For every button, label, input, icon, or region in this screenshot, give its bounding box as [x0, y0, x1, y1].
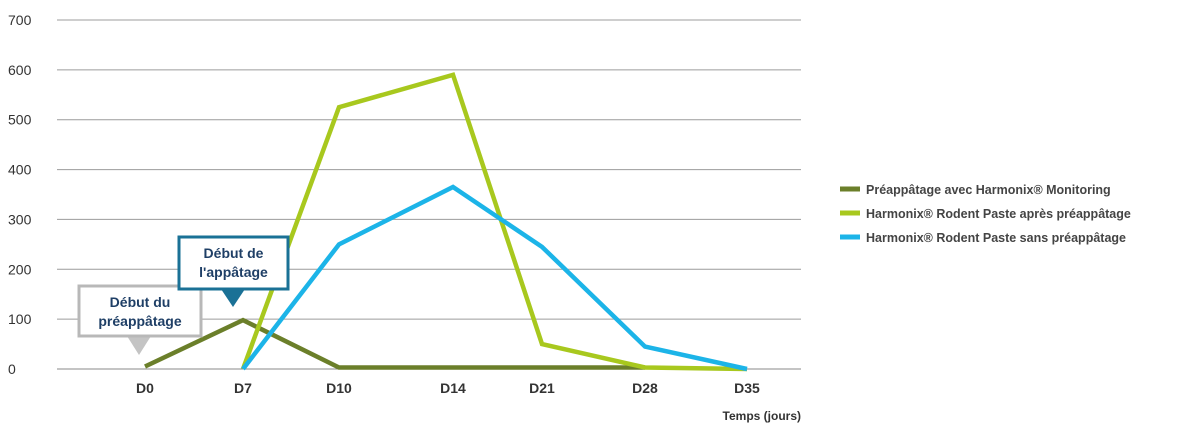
- annotation-box: [77, 284, 203, 338]
- legend-label: Préappâtage avec Harmonix® Monitoring: [866, 183, 1111, 197]
- legend: Préappâtage avec Harmonix® Monitoring Har…: [840, 183, 1131, 245]
- annotation-text: préappâtage: [98, 313, 181, 329]
- annotation-text: Début du: [110, 294, 171, 310]
- legend-item-1: Préappâtage avec Harmonix® Monitoring: [840, 183, 1111, 197]
- legend-label: Harmonix® Rodent Paste après préappâtage: [866, 207, 1131, 221]
- annotation-text: l'appâtage: [199, 264, 268, 280]
- series-line-2: [240, 72, 748, 372]
- x-axis-title: Temps (jours): [723, 409, 801, 423]
- y-axis-ticks: 0 100 200 300 400 500 600 700: [8, 12, 32, 377]
- x-tick-label: D14: [440, 380, 466, 396]
- annotation-box: [177, 235, 290, 291]
- series-line-3: [241, 184, 748, 372]
- x-tick-label: D10: [326, 380, 352, 396]
- legend-item-3: Harmonix® Rodent Paste sans préappâtage: [840, 231, 1126, 245]
- x-tick-label: D35: [734, 380, 760, 396]
- x-tick-label: D7: [234, 380, 252, 396]
- y-tick-label: 400: [8, 162, 32, 178]
- x-tick-label: D0: [136, 380, 154, 396]
- annotation-pointer: [221, 289, 245, 307]
- y-tick-label: 300: [8, 211, 32, 227]
- x-axis-ticks: D0 D7 D10 D14 D21 D28 D35: [136, 380, 760, 396]
- series-lines: [144, 72, 748, 372]
- y-tick-label: 500: [8, 112, 32, 128]
- y-tick-label: 100: [8, 311, 32, 327]
- legend-item-2: Harmonix® Rodent Paste après préappâtage: [840, 207, 1131, 221]
- y-tick-label: 200: [8, 261, 32, 277]
- annotation-1: Début du préappâtage: [77, 284, 203, 355]
- y-tick-label: 600: [8, 62, 32, 78]
- annotation-pointer: [127, 336, 151, 355]
- x-tick-label: D21: [529, 380, 555, 396]
- annotations: Début du préappâtage Début de l'appâtage: [77, 235, 290, 355]
- y-tick-label: 0: [8, 361, 16, 377]
- annotation-2: Début de l'appâtage: [177, 235, 290, 307]
- x-tick-label: D28: [632, 380, 658, 396]
- legend-label: Harmonix® Rodent Paste sans préappâtage: [866, 231, 1126, 245]
- series-line-1: [144, 317, 645, 370]
- y-tick-label: 700: [8, 12, 32, 28]
- annotation-text: Début de: [204, 245, 264, 261]
